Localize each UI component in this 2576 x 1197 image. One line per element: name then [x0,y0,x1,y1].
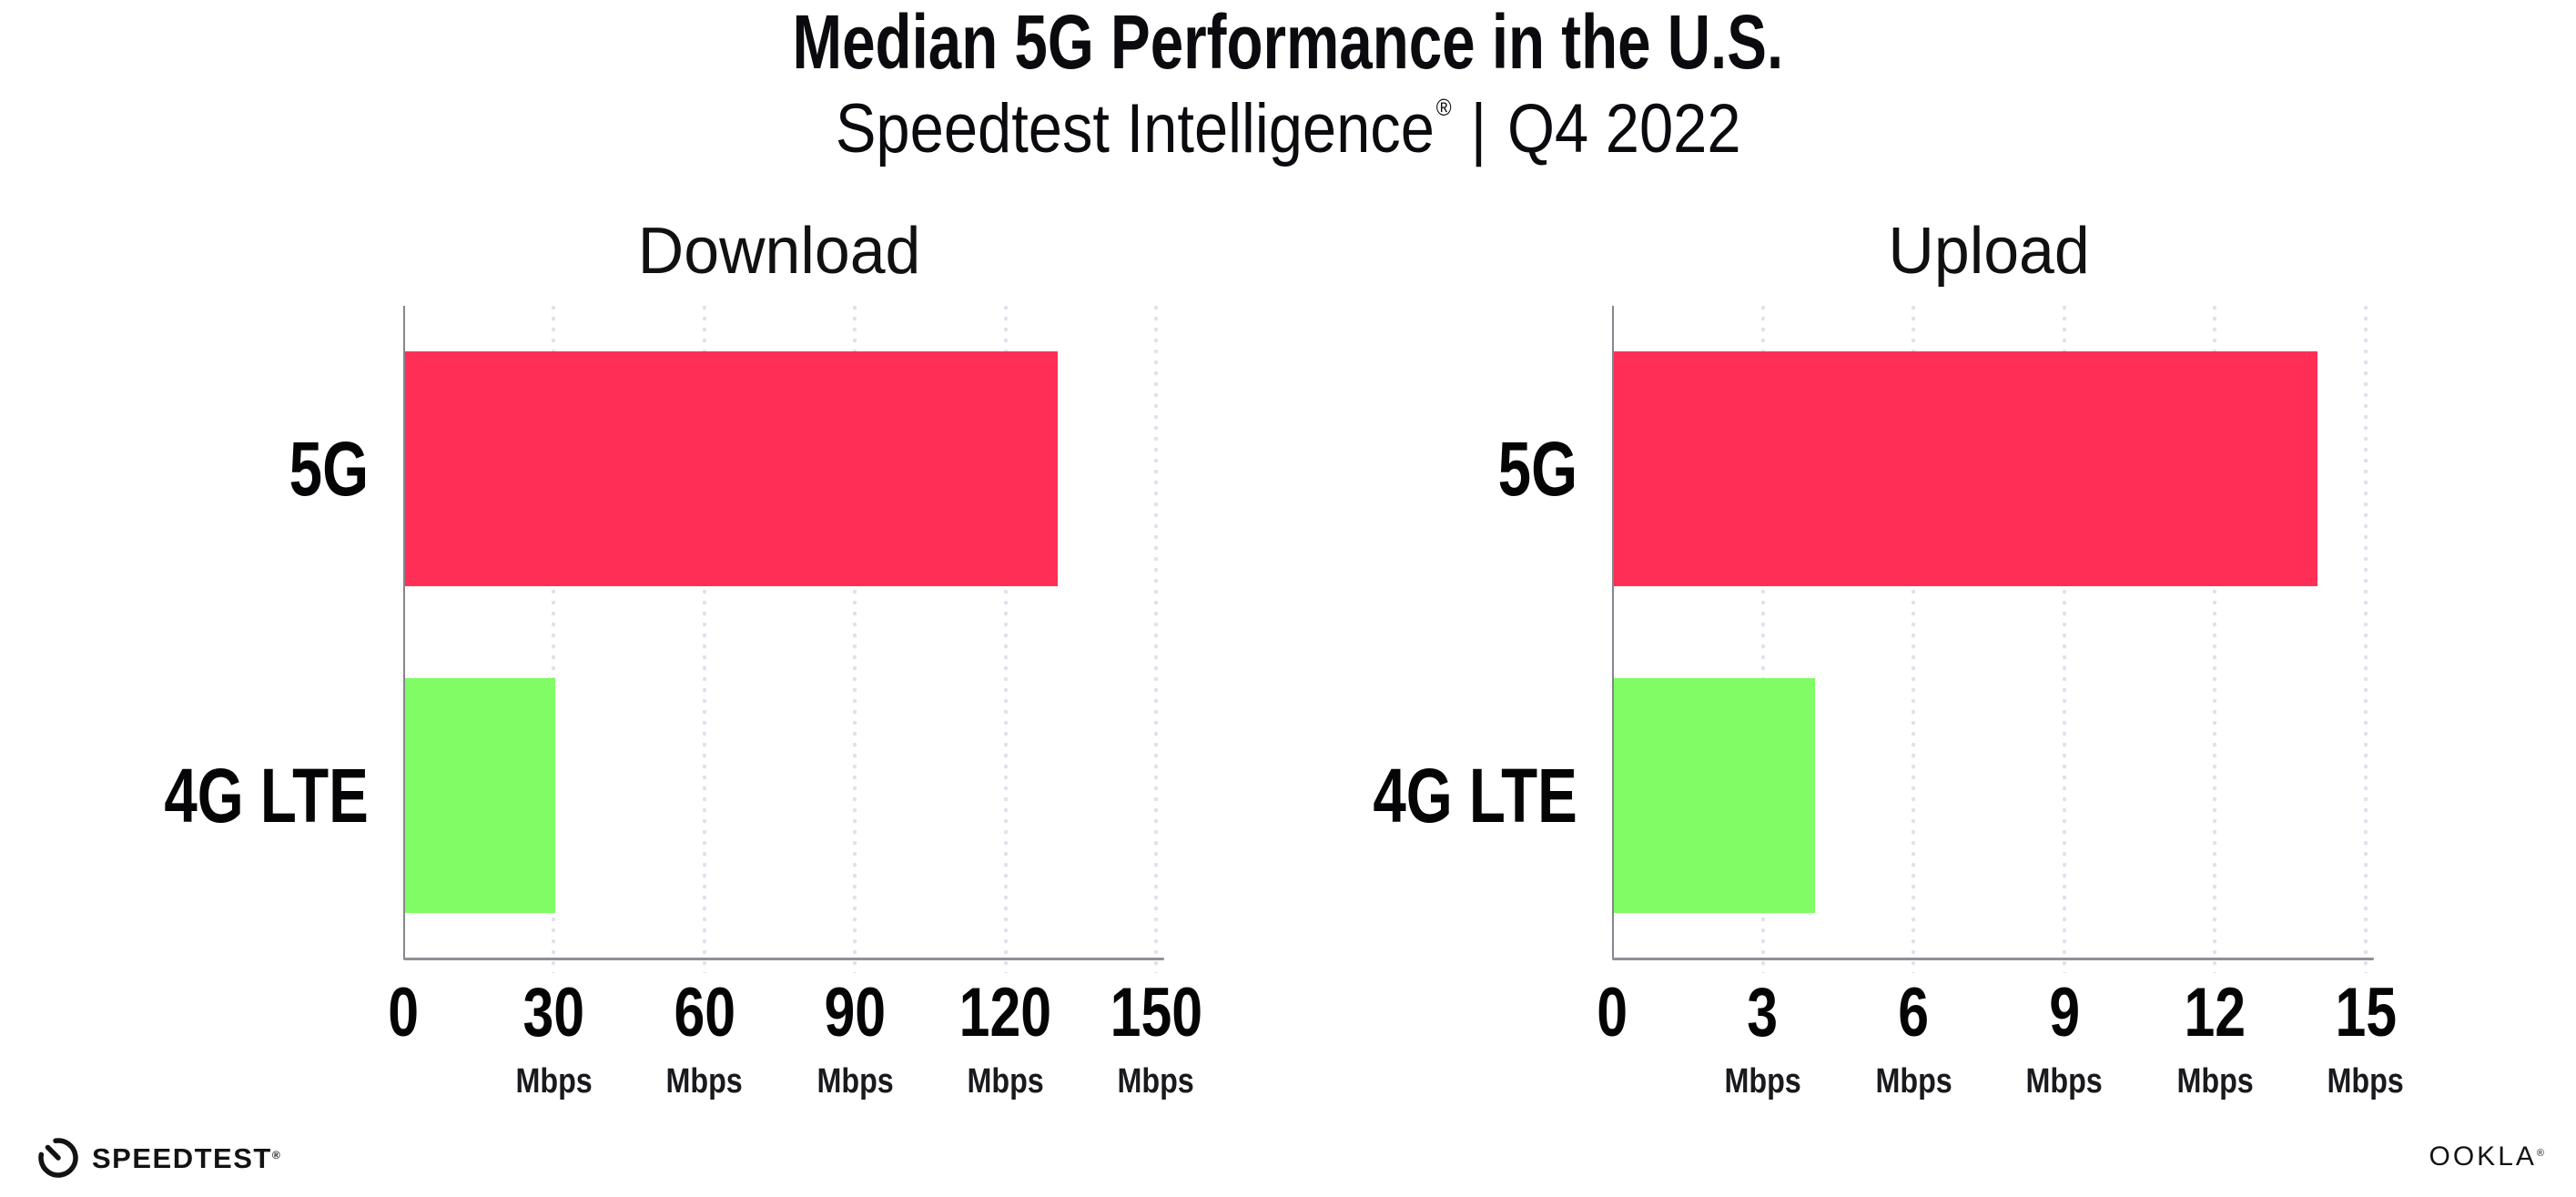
tick-unit: Mbps [515,1062,593,1101]
ookla-logo: OOKLA® [2429,1143,2547,1171]
gridline-90 [853,306,857,973]
category-label-download-5g: 5G [289,426,369,512]
subtitle-period: Q4 2022 [1506,90,1741,167]
tick-value: 15 [2335,974,2397,1051]
download-chart: Download 0 30 Mbps 60 Mbps 90 Mbps 120 Mbps 150 Mb… [165,218,1202,1099]
tick-label-download-90: 90 Mbps [782,974,928,1101]
registered-trademark-icon: ® [1435,94,1452,121]
tick-label-upload-15: 15 Mbps [2293,974,2439,1101]
tick-unit: Mbps [2176,1062,2254,1101]
tick-value: 3 [1747,974,1779,1051]
tick-unit: Mbps [816,1062,894,1101]
bar-upload-5g [1614,351,2317,587]
upload-x-axis-line [1612,958,2374,960]
upload-chart-title: Upload [1888,215,2090,288]
tick-unit: Mbps [1117,1062,1195,1101]
category-label-upload-4g-lte: 4G LTE [1373,752,1577,838]
tick-value: 90 [824,974,886,1051]
tick-unit: Mbps [665,1062,743,1101]
tick-label-download-30: 30 Mbps [481,974,626,1101]
gridline-12 [2213,306,2217,973]
bar-download-4g-lte [405,677,556,913]
gridline-3 [1760,306,1765,973]
tick-value: 0 [1597,974,1628,1051]
tick-unit: Mbps [1724,1062,1801,1101]
tick-label-download-60: 60 Mbps [632,974,777,1101]
tick-label-upload-6: 6 Mbps [1841,974,1986,1101]
tick-label-upload-12: 12 Mbps [2142,974,2287,1101]
speedtest-wordmark: SPEEDTEST® [92,1141,282,1174]
gridline-6 [1912,306,1916,973]
tick-value: 60 [673,974,735,1051]
tick-label-download-0: 0 [330,979,476,1048]
tick-label-upload-3: 3 Mbps [1690,974,1836,1101]
tick-value: 120 [958,974,1052,1051]
tick-value: 6 [1898,974,1930,1051]
tick-label-download-150: 150 Mbps [1083,974,1229,1101]
page-subtitle: Speedtest Intelligence® | Q4 2022 [0,91,2576,167]
bar-upload-4g-lte [1614,677,1815,913]
page-title: Median 5G Performance in the U.S. [0,2,2576,82]
gridline-15 [2364,306,2368,973]
download-y-axis-line [403,306,405,959]
tick-value: 9 [2048,974,2080,1051]
gridline-150 [1154,306,1158,973]
tick-label-download-120: 120 Mbps [933,974,1079,1101]
category-label-download-4g-lte: 4G LTE [164,752,369,838]
tick-label-upload-9: 9 Mbps [1992,974,2137,1101]
speedtest-gauge-icon [38,1138,78,1178]
gridline-120 [1003,306,1008,973]
ookla-registered-icon: ® [2536,1148,2547,1159]
speedtest-registered-icon: ® [271,1148,282,1161]
tick-value: 12 [2184,974,2246,1051]
speedtest-logo: SPEEDTEST® [36,1136,281,1180]
tick-unit: Mbps [2327,1062,2405,1101]
tick-unit: Mbps [967,1062,1044,1101]
tick-value: 30 [522,974,585,1051]
tick-value: 0 [388,974,419,1051]
tick-unit: Mbps [2025,1062,2103,1101]
tick-label-upload-0: 0 [1539,979,1685,1048]
download-x-axis-line [403,958,1164,960]
gridline-60 [702,306,706,973]
gridline-30 [552,306,556,973]
gridline-9 [2062,306,2066,973]
bar-download-5g [405,351,1058,587]
subtitle-brand: Speedtest Intelligence [835,90,1435,167]
upload-chart: Upload 0 3 Mbps 6 Mbps 9 Mbps 12 Mbps 15 Mbps 5G 4G … [1374,218,2405,1099]
subtitle-separator: | [1470,90,1486,167]
page-title-text: Median 5G Performance in the U.S. [792,0,1784,85]
tick-value: 150 [1110,974,1202,1051]
download-chart-title: Download [638,215,921,288]
upload-y-axis-line [1612,306,1614,959]
tick-unit: Mbps [1875,1062,1952,1101]
ookla-wordmark: OOKLA [2429,1141,2537,1172]
category-label-upload-5g: 5G [1497,426,1577,512]
